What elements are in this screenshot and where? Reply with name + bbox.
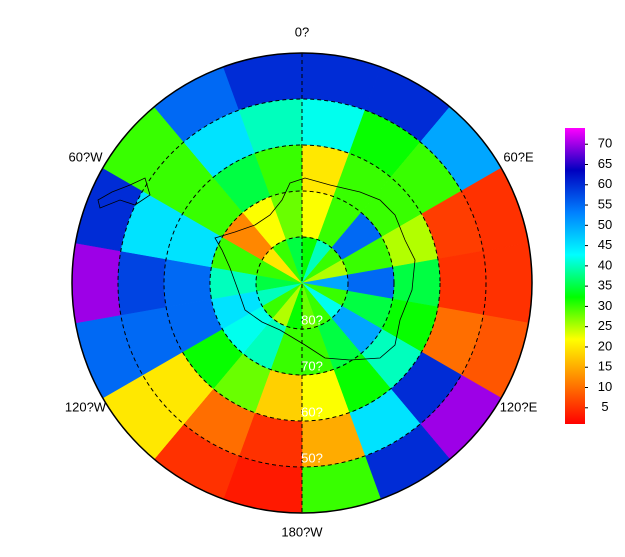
colorbar-label: 45 xyxy=(598,237,612,252)
latitude-label: 70? xyxy=(301,358,323,373)
cell xyxy=(117,250,167,316)
latitude-label: 80? xyxy=(301,312,323,327)
colorbar-label: 20 xyxy=(598,338,612,353)
coastline xyxy=(214,177,416,361)
colorbar-label: 10 xyxy=(598,379,612,394)
longitude-label: 60?E xyxy=(503,149,534,164)
colorbar xyxy=(565,128,585,424)
longitude-label: 120?E xyxy=(500,399,538,414)
longitude-label: 120?W xyxy=(65,399,107,414)
latitude-circle xyxy=(163,144,441,422)
colorbar-label: 25 xyxy=(598,318,612,333)
colorbar-label: 50 xyxy=(598,217,612,232)
latitude-label: 50? xyxy=(301,450,323,465)
colorbar-label: 5 xyxy=(601,399,608,414)
latitude-circle xyxy=(209,190,395,376)
latitude-circle xyxy=(117,98,487,468)
longitude-label: 0? xyxy=(295,24,309,39)
colorbar-label: 60 xyxy=(598,176,612,191)
cell xyxy=(392,258,441,308)
colorbar-label: 65 xyxy=(598,156,612,171)
colorbar-label: 30 xyxy=(598,298,612,313)
heatmap xyxy=(72,53,532,513)
colorbar-label: 15 xyxy=(598,359,612,374)
overlay: 80? 70? 60? 50? xyxy=(71,52,533,514)
latitude-label: 60? xyxy=(301,404,323,419)
cell xyxy=(482,242,532,324)
coastline xyxy=(97,177,151,209)
longitude-label: 180?W xyxy=(281,524,323,539)
colorbar-label: 55 xyxy=(598,196,612,211)
colorbar-label: 35 xyxy=(598,278,612,293)
cell xyxy=(72,242,122,324)
cell xyxy=(163,258,212,308)
colorbar-label: 70 xyxy=(598,136,612,151)
cell xyxy=(437,250,487,316)
colorbar-label: 40 xyxy=(598,257,612,272)
latitude-circle xyxy=(255,236,349,330)
longitude-label: 60?W xyxy=(69,149,104,164)
